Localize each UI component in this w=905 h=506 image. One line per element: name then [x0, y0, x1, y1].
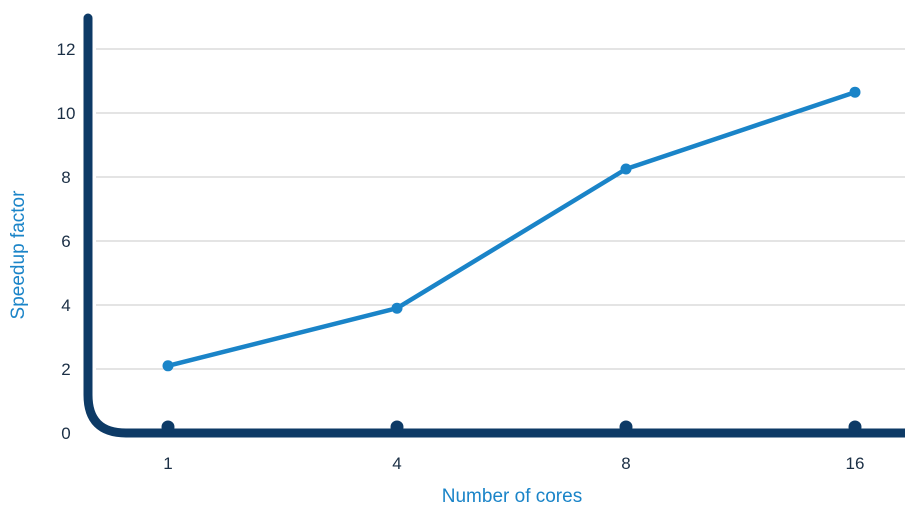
x-axis-markers [161, 420, 862, 434]
x-tick-label: 4 [392, 454, 401, 473]
y-tick-label: 12 [57, 40, 76, 59]
y-tick-label: 8 [61, 168, 70, 187]
y-tick-labels: 0 2 4 6 8 10 12 [57, 40, 76, 443]
series [162, 86, 861, 372]
y-tick-label: 0 [61, 424, 70, 443]
x-tick-labels: 1 4 8 16 [163, 454, 864, 473]
gridlines [96, 48, 905, 370]
y-tick-label: 10 [57, 104, 76, 123]
x-tick-label: 16 [846, 454, 865, 473]
x-axis-marker [619, 420, 633, 434]
y-axis-title: Speedup factor [8, 190, 29, 320]
data-point [162, 360, 174, 372]
x-axis-marker [161, 420, 175, 434]
axes [83, 13, 905, 438]
y-tick-label: 2 [61, 360, 70, 379]
x-tick-label: 8 [621, 454, 630, 473]
y-tick-label: 6 [61, 232, 70, 251]
y-tick-label: 4 [61, 296, 70, 315]
x-axis-marker [390, 420, 404, 434]
series-line [165, 89, 858, 369]
x-tick-label: 1 [163, 454, 172, 473]
data-point [391, 302, 403, 314]
axis-line [83, 13, 905, 438]
x-axis-title: Number of cores [442, 486, 582, 506]
x-axis-marker [848, 420, 862, 434]
data-point [849, 86, 861, 98]
data-point [620, 163, 632, 175]
